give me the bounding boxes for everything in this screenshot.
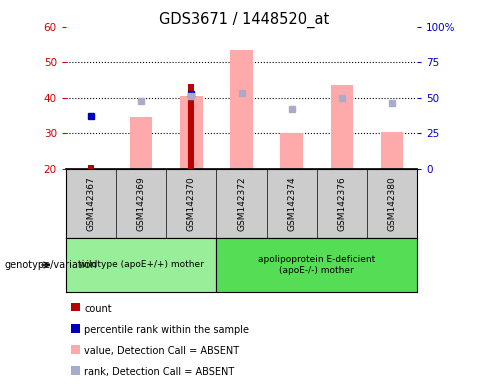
Bar xyxy=(188,84,194,169)
Text: percentile rank within the sample: percentile rank within the sample xyxy=(84,325,249,335)
Text: count: count xyxy=(84,304,112,314)
Text: wildtype (apoE+/+) mother: wildtype (apoE+/+) mother xyxy=(79,260,203,270)
Bar xyxy=(88,166,94,169)
Text: GSM142370: GSM142370 xyxy=(187,176,196,231)
Bar xyxy=(130,118,152,169)
Text: GSM142372: GSM142372 xyxy=(237,176,246,231)
Text: apolipoprotein E-deficient
(apoE-/-) mother: apolipoprotein E-deficient (apoE-/-) mot… xyxy=(258,255,375,275)
Text: GSM142367: GSM142367 xyxy=(86,176,96,231)
Text: GSM142380: GSM142380 xyxy=(387,176,397,231)
Text: GSM142369: GSM142369 xyxy=(137,176,146,231)
Text: value, Detection Call = ABSENT: value, Detection Call = ABSENT xyxy=(84,346,240,356)
Text: genotype/variation: genotype/variation xyxy=(5,260,98,270)
Bar xyxy=(331,86,353,169)
Bar xyxy=(281,134,303,169)
Text: GDS3671 / 1448520_at: GDS3671 / 1448520_at xyxy=(159,12,329,28)
Bar xyxy=(180,96,203,169)
Bar xyxy=(230,50,253,169)
Text: GSM142376: GSM142376 xyxy=(337,176,346,231)
Text: rank, Detection Call = ABSENT: rank, Detection Call = ABSENT xyxy=(84,367,235,377)
Bar xyxy=(381,132,404,169)
Text: GSM142374: GSM142374 xyxy=(287,176,296,231)
